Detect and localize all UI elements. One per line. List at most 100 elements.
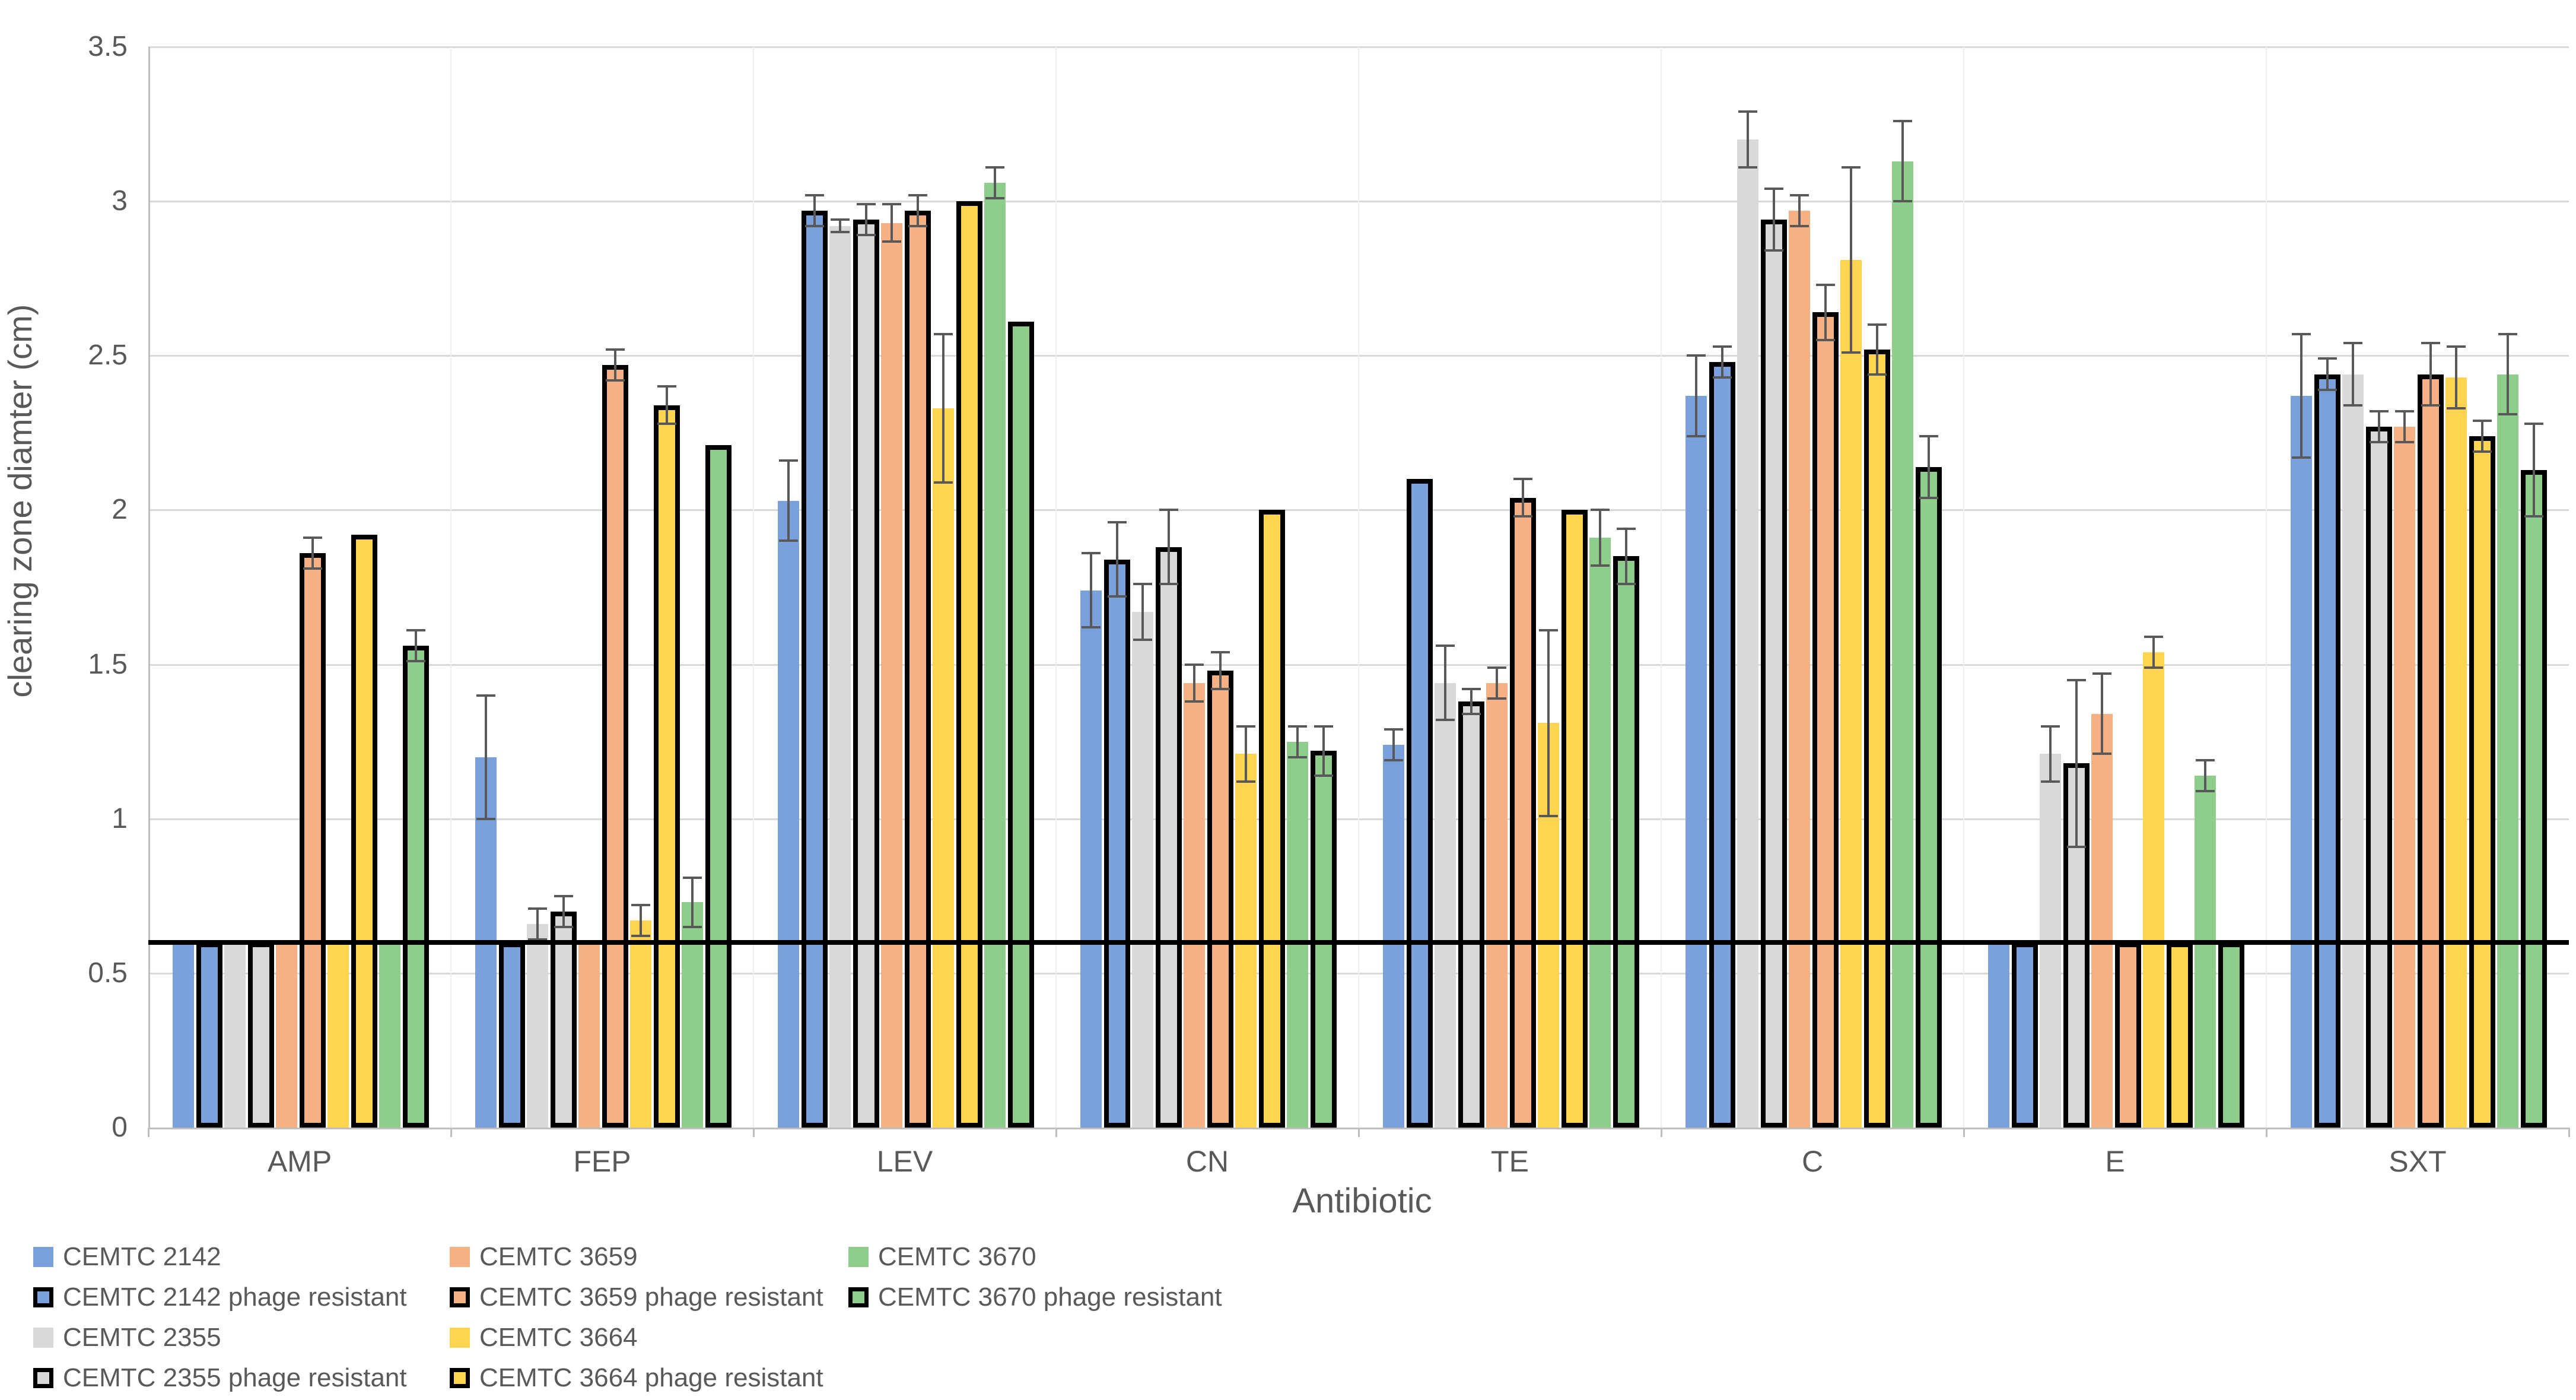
legend-swatch: [33, 1247, 53, 1267]
bar-CEMTC-3664-phage-resistant-CN: [1258, 510, 1285, 1128]
error-bar-cap: [985, 166, 1005, 169]
legend-label: CEMTC 2142: [63, 1242, 221, 1271]
error-bar-cap: [1436, 719, 1455, 722]
error-bar-cap: [1617, 583, 1636, 586]
error-bar-cap: [406, 629, 425, 632]
bar-CEMTC-2142-phage-resistant-AMP: [196, 942, 222, 1128]
error-bar-cap: [528, 938, 548, 941]
error-bar-cap: [1591, 509, 1610, 512]
bar-CEMTC-3670-phage-resistant-E: [2218, 942, 2244, 1128]
error-bar: [1245, 726, 1248, 782]
legend-label: CEMTC 3670 phage resistant: [878, 1282, 1222, 1312]
y-axis-title: clearing zone diamter (cm): [1, 304, 39, 698]
bar-CEMTC-3659-AMP: [276, 942, 298, 1128]
error-bar: [691, 877, 694, 927]
bar-CEMTC-3664-SXT: [2445, 377, 2467, 1128]
bar-CEMTC-3664-FEP: [630, 920, 652, 1128]
error-bar-cap: [2447, 407, 2466, 409]
legend-swatch: [450, 1247, 470, 1267]
error-bar: [1850, 167, 1853, 353]
error-bar-cap: [2421, 342, 2440, 345]
bar-CEMTC-2142-TE: [1383, 744, 1404, 1128]
error-bar-cap: [605, 348, 625, 351]
error-bar: [1296, 726, 1299, 757]
error-bar: [613, 349, 616, 380]
bar-CEMTC-3664-AMP: [327, 942, 349, 1128]
error-bar-cap: [303, 536, 322, 539]
error-bar: [485, 695, 487, 819]
error-bar: [1928, 436, 1930, 498]
error-bar-cap: [1738, 166, 1758, 169]
error-bar-cap: [2292, 332, 2311, 335]
error-bar: [1901, 120, 1904, 202]
bar-CEMTC-2142-phage-resistant-LEV: [801, 210, 828, 1128]
x-axis-tick: [148, 1128, 150, 1137]
error-bar: [1521, 479, 1524, 516]
error-bar-cap: [1764, 188, 1783, 191]
error-bar-cap: [1314, 774, 1333, 777]
error-bar: [640, 905, 643, 936]
error-bar-cap: [2421, 404, 2440, 407]
error-bar-cap: [605, 379, 625, 382]
error-bar: [2152, 636, 2155, 668]
bar-CEMTC-3664-LEV: [933, 408, 955, 1128]
bar-CEMTC-3659-phage-resistant-TE: [1509, 497, 1536, 1128]
bar-CEMTC-2142-phage-resistant-FEP: [498, 942, 525, 1128]
category-separator: [1661, 47, 1662, 1128]
legend-item: CEMTC 2355 phage resistant: [33, 1361, 407, 1395]
error-bar-cap: [2092, 672, 2112, 675]
error-bar-cap: [1185, 663, 1204, 666]
error-bar-cap: [1687, 354, 1706, 357]
y-tick-label: 2: [112, 494, 128, 526]
bar-CEMTC-3659-phage-resistant-AMP: [299, 553, 326, 1128]
error-bar: [1115, 522, 1118, 597]
error-bar-cap: [2524, 422, 2543, 425]
legend-swatch: [848, 1247, 869, 1267]
bar-CEMTC-3670-SXT: [2497, 374, 2519, 1128]
error-bar-cap: [1159, 509, 1178, 512]
bar-CEMTC-3670-phage-resistant-AMP: [403, 646, 429, 1128]
bar-CEMTC-2142-phage-resistant-CN: [1103, 559, 1130, 1128]
category-separator: [1963, 47, 1964, 1128]
error-bar-cap: [476, 817, 495, 820]
bar-CEMTC-3659-TE: [1486, 682, 1508, 1128]
error-bar-cap: [831, 231, 850, 234]
error-bar: [891, 204, 893, 242]
bar-CEMTC-3670-phage-resistant-C: [1916, 466, 1942, 1128]
error-bar-cap: [657, 422, 676, 425]
error-bar-cap: [2498, 332, 2518, 335]
x-axis-title: Antibiotic: [1292, 1182, 1432, 1220]
category-separator: [1358, 47, 1359, 1128]
bar-CEMTC-2355-phage-resistant-SXT: [2365, 426, 2392, 1128]
error-bar-cap: [934, 332, 953, 335]
error-bar-cap: [1107, 595, 1127, 598]
bar-CEMTC-3670-phage-resistant-FEP: [705, 445, 732, 1128]
error-bar: [1167, 510, 1170, 585]
legend-item: CEMTC 3664 phage resistant: [450, 1361, 823, 1395]
legend-item: CEMTC 3670 phage resistant: [848, 1281, 1222, 1314]
error-bar-cap: [1867, 323, 1887, 326]
bar-CEMTC-2355-LEV: [829, 226, 851, 1128]
bar-CEMTC-3659-SXT: [2394, 426, 2416, 1128]
error-bar-cap: [1790, 224, 1809, 227]
x-category-label: FEP: [573, 1145, 631, 1178]
error-bar-cap: [1461, 712, 1481, 715]
error-bar-cap: [1185, 700, 1204, 703]
error-bar-cap: [406, 660, 425, 663]
error-bar-cap: [1617, 527, 1636, 530]
legend-item: CEMTC 3659 phage resistant: [450, 1281, 823, 1314]
error-bar-cap: [1436, 645, 1455, 647]
error-bar-cap: [1133, 638, 1153, 641]
bar-CEMTC-3670-phage-resistant-LEV: [1008, 322, 1034, 1128]
legend-item: CEMTC 3670: [848, 1240, 1036, 1274]
error-bar-cap: [1133, 583, 1153, 586]
error-bar: [2049, 726, 2052, 782]
error-bar: [2075, 680, 2078, 847]
error-bar-cap: [1919, 496, 1938, 499]
x-axis-tick: [1963, 1128, 1965, 1137]
error-bar: [916, 195, 919, 226]
bar-CEMTC-3670-FEP: [682, 902, 704, 1128]
bar-CEMTC-2142-phage-resistant-TE: [1406, 479, 1433, 1128]
error-bar-cap: [1539, 814, 1559, 817]
legend-swatch: [450, 1328, 470, 1348]
